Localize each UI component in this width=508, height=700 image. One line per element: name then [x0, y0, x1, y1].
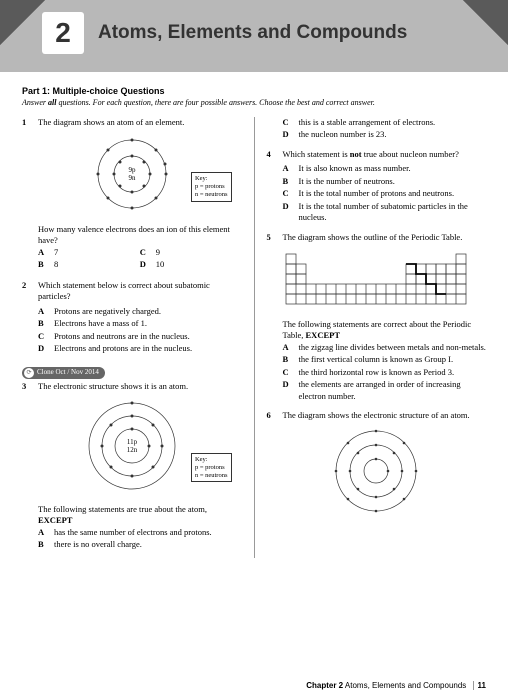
key-n: n = neutrons	[195, 472, 228, 480]
q-text: The diagram shows the outline of the Per…	[283, 232, 487, 243]
q-num: 2	[22, 280, 32, 303]
page-number: 11	[473, 681, 486, 690]
question-1: 1 The diagram shows an atom of an element…	[22, 117, 242, 272]
key-title: Key:	[195, 175, 228, 183]
atom-protons: 11p	[127, 438, 138, 446]
instructions: Answer all questions. For each question,…	[22, 98, 486, 107]
options: Ahas the same number of electrons and pr…	[38, 527, 242, 551]
key-n: n = neutrons	[195, 191, 228, 199]
key-box: Key: p = protons n = neutrons	[191, 172, 232, 201]
periodic-table-diagram	[267, 249, 487, 312]
clone-icon: ⟳	[24, 368, 34, 378]
atom-svg: 9p 9n	[82, 134, 182, 214]
atom-protons: 9p	[128, 166, 136, 174]
opt-c: 9	[156, 247, 160, 258]
chapter-number: 2	[55, 17, 71, 49]
options: AProtons are negatively charged. BElectr…	[38, 306, 242, 355]
key-p: p = protons	[195, 464, 228, 472]
q-text: The diagram shows the electronic structu…	[283, 410, 487, 421]
opt-a: 7	[54, 247, 58, 258]
atom-svg: 11p 12n	[77, 398, 187, 494]
atom-neutrons: 9n	[128, 174, 136, 182]
opt-d: the elements are arranged in order of in…	[299, 379, 487, 402]
q-num: 4	[267, 149, 277, 160]
atom-neutrons: 12n	[127, 446, 138, 454]
badge-text: Clone Oct / Nov 2014	[37, 368, 99, 377]
columns: 1 The diagram shows an atom of an element…	[22, 117, 486, 558]
options: Athe zigzag line divides between metals …	[283, 342, 487, 402]
q-subtext: The following statements are true about …	[38, 504, 242, 527]
question-3: 3 The electronic structure shows it is an…	[22, 381, 242, 551]
content: Part 1: Multiple-choice Questions Answer…	[0, 72, 508, 558]
part-title: Part 1: Multiple-choice Questions	[22, 86, 486, 96]
pt-svg	[281, 249, 471, 309]
opt-d: Electrons and protons are in the nucleus…	[54, 343, 242, 354]
column-divider	[254, 117, 255, 558]
key-box: Key: p = protons n = neutrons	[191, 453, 232, 482]
footer-chapter: Chapter 2	[306, 681, 343, 690]
footer: Chapter 2 Atoms, Elements and Compounds …	[306, 681, 486, 690]
opt-c: Protons and neutrons are in the nucleus.	[54, 331, 242, 342]
q-num: 6	[267, 410, 277, 421]
opt-b: the first vertical column is known as Gr…	[299, 354, 487, 365]
q-num: 5	[267, 232, 277, 243]
right-column: Cthis is a stable arrangement of electro…	[267, 117, 487, 558]
opt-d: the nucleon number is 23.	[299, 129, 487, 140]
q-text: The diagram shows an atom of an element.	[38, 117, 242, 128]
opt-a: the zigzag line divides between metals a…	[299, 342, 487, 353]
opt-b: Electrons have a mass of 1.	[54, 318, 242, 329]
opt-a: has the same number of electrons and pro…	[54, 527, 242, 538]
atom-diagram-6	[267, 427, 487, 518]
key-p: p = protons	[195, 183, 228, 191]
question-2: 2 Which statement below is correct about …	[22, 280, 242, 355]
opt-a: Protons are negatively charged.	[54, 306, 242, 317]
q-text: Which statement is not true about nucleo…	[283, 149, 487, 160]
opt-c: It is the total number of protons and ne…	[299, 188, 487, 199]
chapter-header: 2 Atoms, Elements and Compounds	[0, 0, 508, 72]
q-text: Which statement below is correct about s…	[38, 280, 242, 303]
q-subtext: How many valence electrons does an ion o…	[38, 224, 242, 247]
question-6: 6 The diagram shows the electronic struct…	[267, 410, 487, 519]
decoration	[0, 0, 45, 45]
chapter-number-box: 2	[42, 12, 84, 54]
opt-c: this is a stable arrangement of electron…	[299, 117, 487, 128]
opt-d: It is the total number of subatomic part…	[299, 201, 487, 224]
chapter-title: Atoms, Elements and Compounds	[98, 22, 407, 44]
q-num: 1	[22, 117, 32, 128]
opt-a: It is also known as mass number.	[299, 163, 487, 174]
q-num: 3	[22, 381, 32, 392]
opt-c: the third horizontal row is known as Per…	[299, 367, 487, 378]
opt-b: 8	[54, 259, 58, 270]
options: AIt is also known as mass number. BIt is…	[283, 163, 487, 223]
atom-diagram-1: 9p 9n Key: p = protons n = neutrons	[22, 134, 242, 217]
q-text: The electronic structure shows it is an …	[38, 381, 242, 392]
atom-svg	[321, 427, 431, 515]
key-title: Key:	[195, 456, 228, 464]
options: A7B8 C9D10	[38, 247, 242, 272]
clone-badge: ⟳Clone Oct / Nov 2014	[22, 367, 105, 379]
opt-b: It is the number of neutrons.	[299, 176, 487, 187]
decoration	[463, 0, 508, 45]
footer-title: Atoms, Elements and Compounds	[343, 681, 466, 690]
q3-continued: Cthis is a stable arrangement of electro…	[283, 117, 487, 141]
opt-d: 10	[156, 259, 165, 270]
opt-b: there is no overall charge.	[54, 539, 242, 550]
q-subtext: The following statements are correct abo…	[283, 319, 487, 342]
question-4: 4 Which statement is not true about nucle…	[267, 149, 487, 224]
atom-diagram-3: 11p 12n Key: p = protons n = neutrons	[22, 398, 242, 497]
question-5: 5 The diagram shows the outline of the Pe…	[267, 232, 487, 402]
left-column: 1 The diagram shows an atom of an element…	[22, 117, 242, 558]
